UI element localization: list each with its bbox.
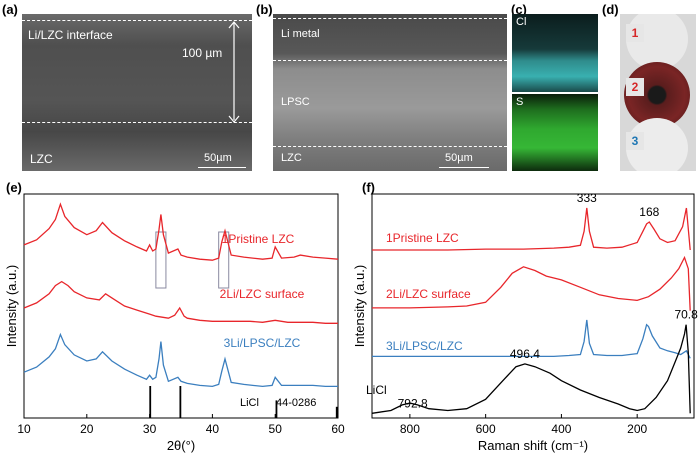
thickness-arrow <box>228 21 240 123</box>
cl-label: Cl <box>516 16 527 28</box>
panel-b-letter: (b) <box>256 2 273 17</box>
x-tick-label: 30 <box>143 422 157 436</box>
panel-f-letter: (f) <box>362 180 375 195</box>
lpsc-label: LPSC <box>281 96 310 108</box>
panel-a-letter: (a) <box>2 2 18 17</box>
series-label: 3Li/LPSC/LZC <box>224 336 301 350</box>
panel-d-letter: (d) <box>602 2 619 17</box>
x-tick-label: 40 <box>206 422 220 436</box>
peak-label: 70.8 <box>674 308 698 322</box>
xrd-chart: 10 20 30 40 50 60 2θ(°) Intensity (a.u.) 1Pristi… <box>4 193 345 453</box>
x-tick-label: 60 <box>331 422 345 436</box>
pellet-label-1: 1 <box>626 24 644 42</box>
x-tick-label: 50 <box>269 422 283 436</box>
series-label: LiCl <box>366 383 387 397</box>
lzc-label: LZC <box>30 152 53 166</box>
peak-label: 168 <box>639 205 659 219</box>
series-line <box>23 280 338 324</box>
plot-frame <box>23 193 339 419</box>
y-axis-label: Intensity (a.u.) <box>4 265 19 347</box>
raman-chart: 800 600 400 200 Raman shift (cm⁻¹) Intensity … <box>352 191 698 453</box>
scale-label: 50µm <box>204 152 232 164</box>
series-line <box>372 255 691 311</box>
x-tick-label: 20 <box>80 422 94 436</box>
lzc-label-b: LZC <box>281 152 302 164</box>
series-label: 2Li/LZC surface <box>220 287 305 301</box>
scale-label-b: 50µm <box>445 152 473 164</box>
reference-card: 44-0286 <box>276 397 316 409</box>
pellet-1 <box>626 14 688 70</box>
x-tick-label: 600 <box>476 422 496 436</box>
peak-label: 792.8 <box>398 396 428 410</box>
series-label: 3Li/LPSC/LZC <box>386 339 463 353</box>
x-tick-label: 10 <box>17 422 31 436</box>
series-label: 2Li/LZC surface <box>386 287 471 301</box>
thickness-label: 100 µm <box>182 46 223 60</box>
panel-e-letter: (e) <box>6 180 22 195</box>
peak-label: 496.4 <box>510 347 540 361</box>
x-axis-label: Raman shift (cm⁻¹) <box>478 438 588 453</box>
reference-name: LiCl <box>240 397 259 409</box>
y-axis-label: Intensity (a.u.) <box>352 265 367 347</box>
li-lpsc-line <box>273 60 507 61</box>
interface-label: Li/LZC interface <box>28 28 113 42</box>
edx-map-s: S <box>512 94 598 171</box>
series-line <box>23 332 338 388</box>
series-line <box>23 202 339 261</box>
lpsc-lzc-line <box>273 146 507 147</box>
sem-image-a: Li/LZC interface 100 µm LZC 50µm <box>22 14 252 171</box>
li-metal-label: Li metal <box>281 28 320 40</box>
series-line <box>371 324 691 414</box>
highlight-box <box>155 231 167 289</box>
s-label: S <box>516 96 524 108</box>
pellet-photo: 1 2 3 <box>620 14 696 171</box>
interface-bottom-line <box>22 122 252 123</box>
scale-bar-b <box>439 167 489 168</box>
series-label: 1Pristine LZC <box>386 231 459 245</box>
x-axis-label: 2θ(°) <box>167 438 195 453</box>
peak-label: 333 <box>577 191 597 205</box>
plot-frame <box>371 193 695 419</box>
pellet-label-3: 3 <box>626 132 644 150</box>
x-tick-label: 200 <box>627 422 647 436</box>
interface-top-line <box>22 20 252 21</box>
scale-bar <box>198 167 246 168</box>
series-line <box>372 207 691 251</box>
series-line <box>372 319 691 359</box>
edx-map-cl: Cl <box>512 14 598 92</box>
x-tick-label: 800 <box>400 422 420 436</box>
pellet-label-2: 2 <box>626 78 644 96</box>
li-top-line <box>273 18 507 19</box>
panel-c-letter: (c) <box>511 2 527 17</box>
sem-image-b: Li metal LPSC LZC 50µm <box>273 14 507 171</box>
highlight-box <box>218 231 230 289</box>
x-tick-label: 400 <box>551 422 571 436</box>
series-label: 1Pristine LZC <box>222 232 295 246</box>
